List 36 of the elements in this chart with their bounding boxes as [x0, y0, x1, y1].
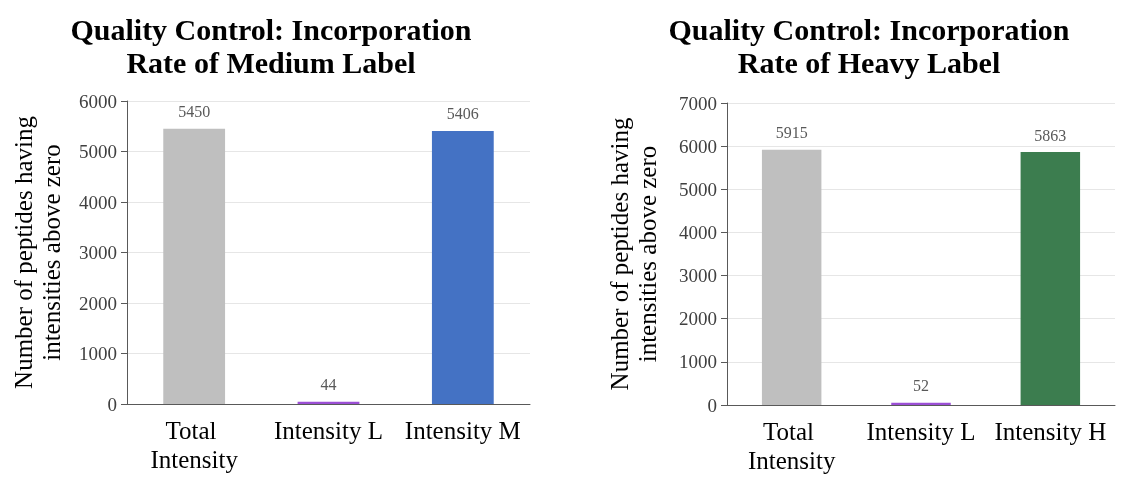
- y-tick-label: 1000: [79, 343, 117, 364]
- x-tick-label: Total Intensity: [150, 417, 239, 473]
- x-tick-label: Intensity L: [866, 418, 976, 445]
- bar: [431, 131, 494, 404]
- data-label: 5863: [1034, 126, 1067, 144]
- y-tick-label: 2000: [679, 308, 717, 330]
- chart-title: Quality Control: Incorporation Rate of Medium Label: [70, 13, 472, 79]
- y-tick-label: 4000: [679, 221, 717, 243]
- bar: [761, 149, 822, 405]
- y-axis-title: Number of peptides having intensities above zero: [9, 115, 65, 389]
- y-tick-label: 0: [107, 393, 117, 415]
- y-tick-label: 3000: [679, 265, 717, 287]
- y-tick-label: 4000: [79, 191, 117, 213]
- y-tick-label: 1000: [679, 351, 717, 373]
- data-label: 5406: [446, 105, 479, 123]
- data-label: 52: [913, 377, 929, 395]
- y-tick-label: 6000: [79, 90, 117, 112]
- x-tick-label: Intensity H: [994, 418, 1107, 445]
- data-label: 5450: [178, 103, 211, 121]
- x-tick-label: Total Intensity: [747, 418, 836, 474]
- bar: [891, 402, 951, 405]
- y-axis-title: Number of peptides having intensities above zero: [605, 117, 661, 391]
- x-tick-label: Intensity L: [273, 417, 384, 444]
- y-tick-label: 3000: [79, 242, 117, 263]
- data-label: 5915: [775, 124, 808, 142]
- bar: [163, 128, 226, 404]
- bar: [1020, 152, 1081, 405]
- y-tick-label: 6000: [679, 135, 717, 157]
- data-label: 44: [320, 376, 337, 394]
- x-tick-label: Intensity M: [404, 417, 521, 444]
- y-tick-label: 7000: [679, 92, 717, 114]
- y-tick-label: 0: [707, 394, 717, 416]
- y-tick-label: 2000: [79, 292, 117, 314]
- chart-title: Quality Control: Incorporation Rate of Heavy Label: [668, 13, 1070, 79]
- y-tick-label: 5000: [79, 141, 117, 162]
- y-tick-label: 5000: [679, 178, 717, 200]
